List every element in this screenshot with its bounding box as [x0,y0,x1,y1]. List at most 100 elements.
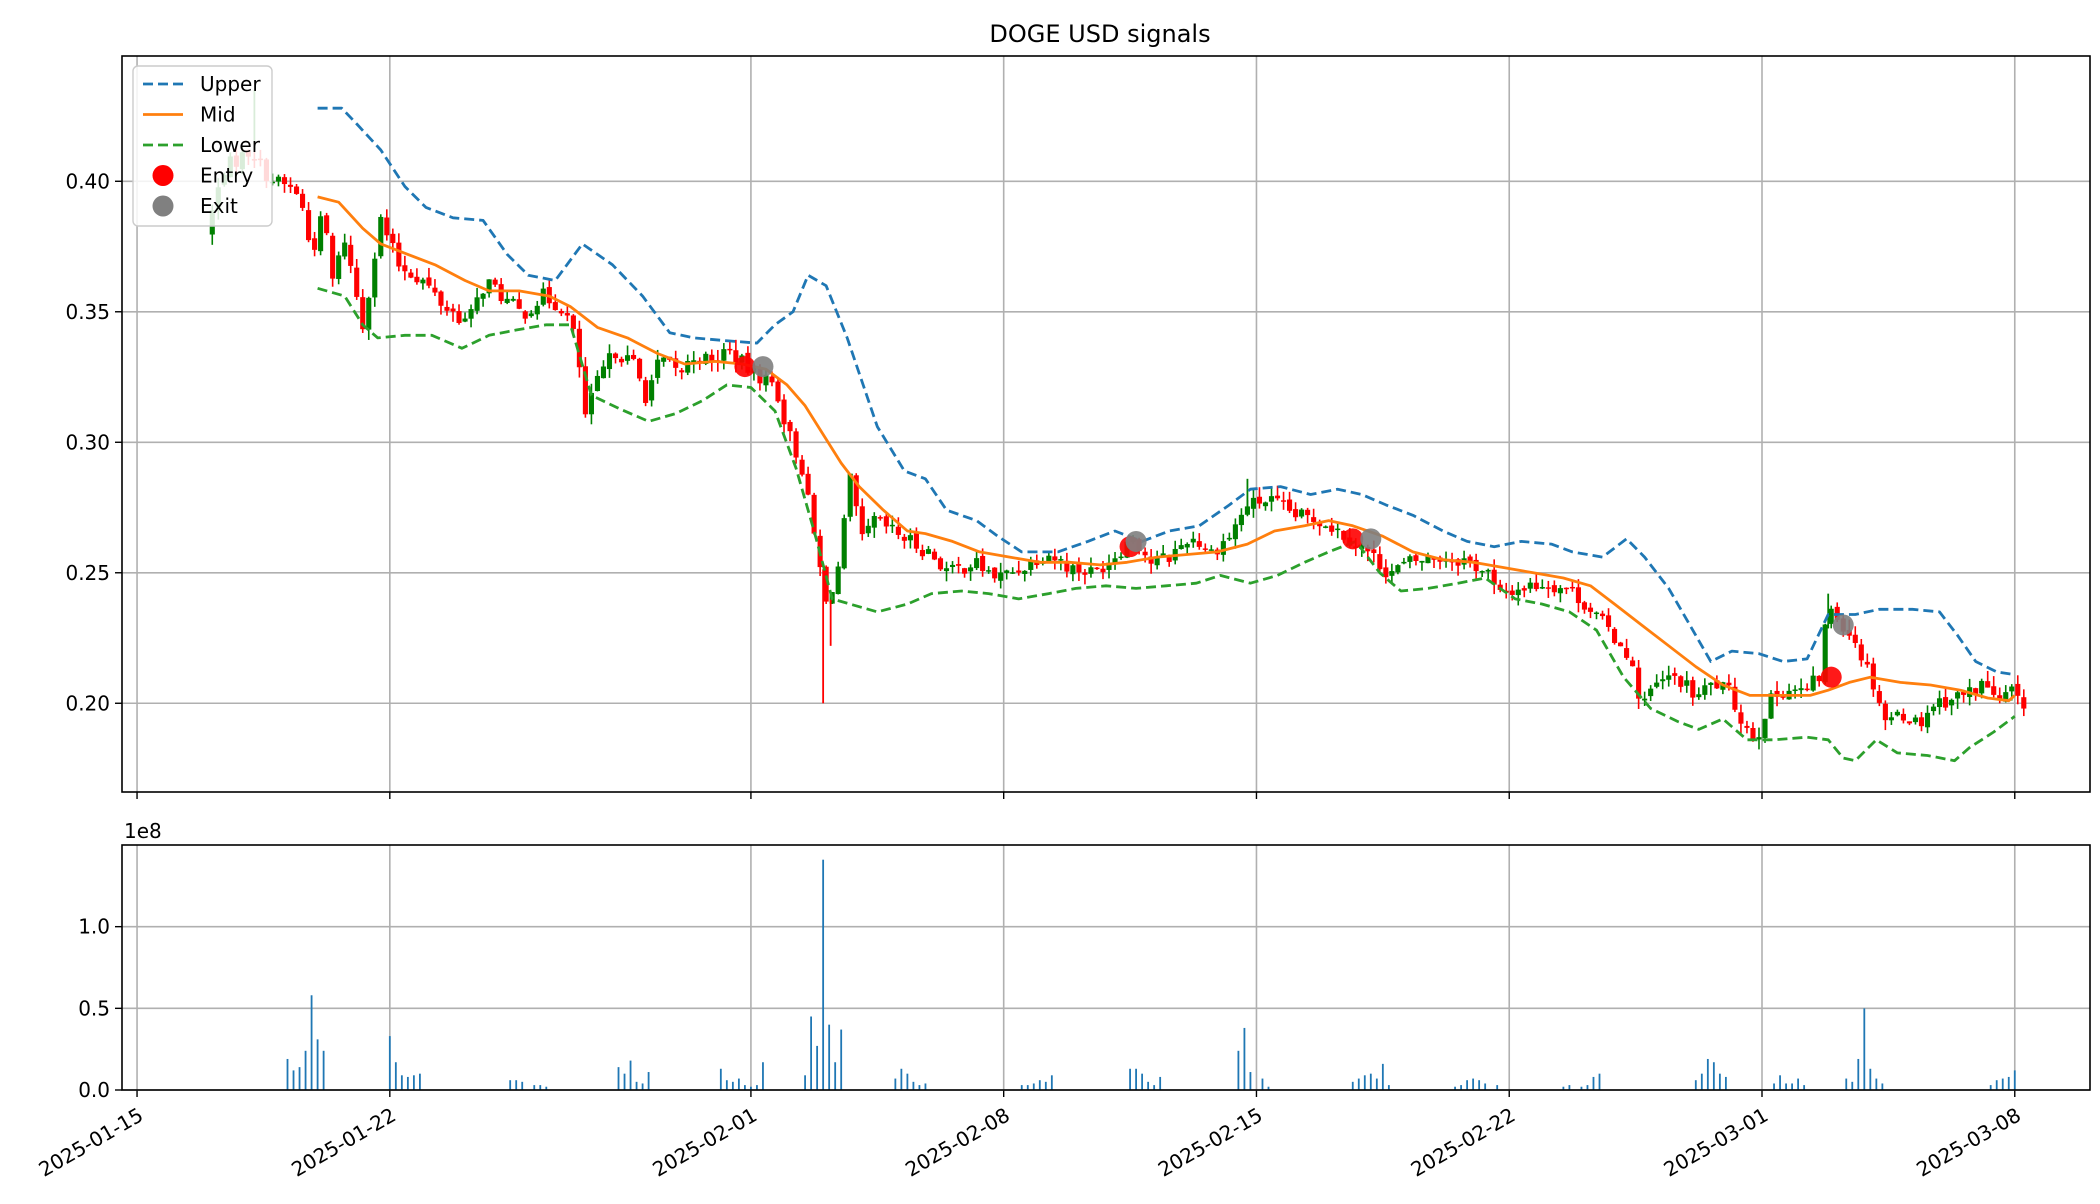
volume-bar [298,1067,301,1090]
candle-body [1160,553,1166,556]
candle-body [1244,506,1250,515]
exit-marker [1125,530,1147,552]
legend-exit-label: Exit [200,194,238,218]
candle-body [1611,628,1618,643]
volume-bar [834,1062,837,1090]
candle-body [606,353,613,370]
volume-bar [521,1081,524,1090]
candle-body [859,506,865,535]
candle-body [1618,642,1624,647]
volume-bar [1357,1078,1360,1090]
candle-body [426,277,432,286]
candle-body [943,568,950,572]
volume-bar [2013,1070,2016,1090]
volume-bar [310,995,313,1090]
candle-body [1232,524,1238,540]
candle-body [552,302,558,311]
volume-bar [750,1086,752,1090]
volume-bar [1712,1062,1715,1090]
candle-body [1533,582,1539,590]
volume-bar [1851,1081,1854,1090]
price-axes-frame [121,55,2091,793]
candle-body [534,305,540,315]
candle-body [1196,541,1202,547]
volume-bar [804,1075,806,1090]
candle-body [1016,570,1022,573]
entry-marker [1342,528,1364,550]
candle-body [390,233,396,244]
legend-lower-label: Lower [200,133,261,157]
candle-body [980,555,986,571]
candle-body [612,353,619,359]
candle-body [480,293,486,299]
legend-upper-label: Upper [200,72,261,96]
candle-body [1118,556,1124,559]
candle-body [1010,572,1016,574]
volume-bar [1460,1085,1462,1090]
volume-bar [810,1016,813,1090]
price-y-tick-label: 0.35 [65,300,110,324]
candle-body [1148,556,1154,564]
candle-body [1690,680,1696,698]
candle-body [1943,697,1949,708]
volume-bar [762,1062,764,1090]
candle-body [877,517,883,519]
volume-bar [1496,1085,1499,1090]
candle-body [299,193,306,208]
candle-body [1467,556,1473,562]
volume-bar [840,1029,843,1090]
chart-title: DOGE USD signals [989,20,1210,48]
candle-body [1082,572,1088,575]
candle-body [1858,644,1864,661]
candle-body [1479,571,1485,573]
candle-body [1624,648,1630,658]
candle-body [540,288,546,305]
candle-body [1955,692,1961,699]
volume-bar [539,1085,542,1090]
candle-body [1004,570,1010,574]
volume-bar [822,859,825,1090]
candle-body [1329,525,1335,532]
candle-body [655,359,661,378]
volume-bar [1706,1058,1709,1090]
volume-bar [515,1080,518,1090]
candle-body [775,381,781,402]
x-tick-label: 2025-03-01 [1659,1103,1772,1182]
candle-body [1178,545,1184,550]
candle-body [468,309,474,319]
candle-body [1654,682,1660,687]
volume-bar [1718,1073,1721,1090]
candle-body [1630,660,1636,667]
volume-bar [1267,1086,1270,1090]
volume-bar [400,1075,403,1090]
candle-body [1202,548,1208,550]
candle-body [281,177,288,185]
volume-bar [1375,1078,1378,1090]
candle-body [823,566,829,602]
volume-bar [1044,1081,1047,1090]
candle-body [1064,560,1070,572]
candle-body [1894,711,1900,716]
candle-body [1274,495,1281,499]
volume-bar [635,1081,638,1090]
candle-body [1792,689,1798,692]
candle-body [1750,728,1756,741]
volume-bar [2001,1078,2004,1090]
candle-body [312,238,318,250]
candle-body [293,186,300,194]
candle-body [570,315,576,329]
candle-body [1419,560,1425,563]
candle-body [1774,690,1780,697]
candle-body [1852,634,1858,644]
volume-bar [1484,1083,1487,1090]
volume-y-tick-label: 0.0 [78,1078,110,1102]
volume-bar [756,1085,758,1090]
candle-body [1876,691,1882,703]
volume-bar [1803,1085,1806,1090]
candle-body [727,348,733,351]
volume-bars-group [286,859,2016,1090]
volume-bar [1243,1027,1246,1090]
lower-band-line [317,286,2016,763]
candle-body [835,566,841,595]
candle-body [992,567,998,579]
